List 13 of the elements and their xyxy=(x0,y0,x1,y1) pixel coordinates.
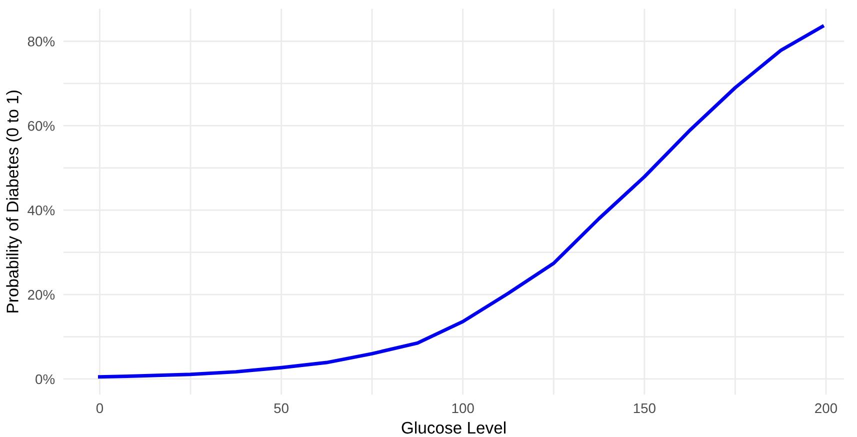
x-tick-label: 150 xyxy=(634,403,656,414)
x-tick-label: 100 xyxy=(452,403,474,414)
y-axis-title: Probability of Diabetes (0 to 1) xyxy=(6,90,22,312)
y-tick-label: 40% xyxy=(28,205,55,216)
y-tick-label: 0% xyxy=(36,374,55,384)
x-tick-label: 0 xyxy=(96,403,104,414)
y-tick-label: 80% xyxy=(28,36,55,46)
x-axis-title: Glucose Level xyxy=(402,421,506,434)
y-tick-label: 60% xyxy=(28,121,55,131)
x-tick-label: 200 xyxy=(815,403,838,414)
x-tick-label: 50 xyxy=(274,403,288,414)
line-series xyxy=(98,24,824,379)
y-tick-label: 20% xyxy=(28,290,55,300)
